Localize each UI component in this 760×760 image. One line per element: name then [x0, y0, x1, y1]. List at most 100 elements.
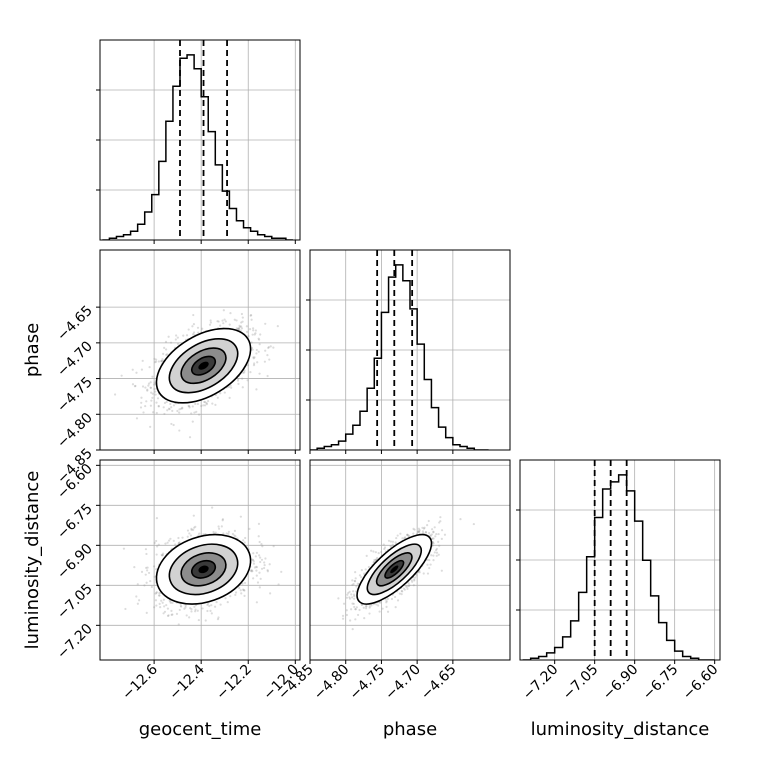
sample-point	[393, 595, 397, 599]
sample-point	[154, 599, 158, 602]
sample-point	[218, 324, 222, 327]
sample-point	[178, 408, 181, 411]
sample-point	[192, 323, 196, 326]
sample-point	[147, 382, 151, 385]
sample-point	[240, 327, 244, 330]
sample-point	[253, 356, 256, 359]
sample-point	[192, 313, 195, 317]
sample-point	[430, 533, 434, 536]
sample-point	[200, 404, 203, 408]
sample-point	[438, 521, 441, 524]
sample-point	[354, 577, 357, 580]
sample-point	[256, 361, 259, 364]
sample-point	[252, 562, 256, 565]
sample-point	[237, 328, 240, 331]
sample-point	[354, 618, 357, 621]
sample-point	[341, 614, 345, 617]
contour-core	[384, 559, 405, 579]
sample-point	[194, 608, 197, 611]
sample-point	[170, 613, 173, 616]
sample-point	[145, 400, 148, 403]
sample-point	[401, 537, 404, 540]
sample-point	[266, 570, 269, 573]
sample-point	[155, 604, 158, 607]
sample-point	[412, 584, 415, 587]
sample-point	[428, 532, 431, 535]
sample-point	[396, 534, 399, 537]
sample-point	[223, 318, 226, 321]
sample-point	[178, 541, 181, 544]
sample-point	[193, 411, 196, 414]
sample-point	[407, 584, 411, 588]
sample-point	[268, 358, 271, 361]
sample-point	[157, 404, 160, 408]
sample-point	[260, 543, 263, 546]
sample-point	[182, 334, 185, 337]
sample-point	[211, 506, 214, 509]
sample-point	[155, 553, 158, 556]
sample-point	[212, 530, 215, 534]
sample-point	[236, 379, 240, 382]
sample-point	[353, 595, 356, 598]
sample-point	[176, 342, 180, 345]
sample-point	[149, 404, 152, 407]
sample-point	[403, 588, 406, 591]
sample-point	[145, 611, 148, 614]
sample-point	[414, 576, 417, 579]
sample-point	[190, 608, 193, 611]
sample-point	[432, 537, 435, 540]
sample-point	[169, 600, 172, 603]
sample-point	[252, 577, 255, 580]
sample-point	[208, 323, 212, 326]
sample-point	[353, 580, 357, 583]
sample-point	[242, 589, 245, 592]
sample-point	[255, 551, 259, 554]
sample-point	[163, 401, 167, 405]
sample-point	[155, 360, 158, 363]
sample-point	[239, 325, 242, 328]
sample-point	[166, 409, 169, 412]
sample-point	[183, 607, 186, 610]
contour-middle	[168, 543, 239, 596]
sample-point	[233, 529, 237, 532]
sample-point	[250, 318, 253, 321]
sample-point	[141, 385, 145, 388]
sample-point	[263, 561, 266, 564]
sample-point	[253, 362, 256, 365]
sample-point	[222, 532, 225, 535]
sample-point	[162, 406, 165, 409]
sample-point	[224, 597, 227, 600]
sample-point	[170, 609, 173, 612]
sample-point	[354, 571, 357, 574]
sample-point	[209, 319, 212, 322]
sample-point	[370, 604, 373, 607]
panel-frame	[99, 39, 301, 241]
sample-point	[350, 608, 353, 611]
sample-point	[396, 599, 400, 602]
sample-point	[440, 529, 444, 532]
sample-point	[412, 527, 415, 530]
sample-point	[243, 581, 247, 585]
sample-point	[149, 579, 152, 583]
sample-point	[374, 558, 378, 561]
density-peak	[198, 565, 209, 574]
sample-point	[364, 605, 368, 608]
sample-point	[138, 599, 141, 602]
sample-point	[202, 404, 205, 407]
sample-point	[142, 411, 145, 414]
sample-point	[168, 408, 171, 411]
sample-point	[353, 579, 356, 583]
sample-point	[152, 411, 155, 414]
sample-point	[151, 392, 154, 395]
sample-point	[172, 539, 175, 542]
samples-geocent_time_phase	[113, 309, 279, 439]
sample-point	[227, 532, 230, 535]
sample-point	[144, 548, 148, 551]
sample-point	[358, 574, 362, 577]
sample-point	[342, 602, 346, 605]
sample-point	[206, 603, 209, 607]
sample-point	[228, 323, 231, 326]
sample-point	[422, 572, 425, 575]
sample-point	[162, 598, 165, 601]
sample-point	[258, 338, 261, 341]
